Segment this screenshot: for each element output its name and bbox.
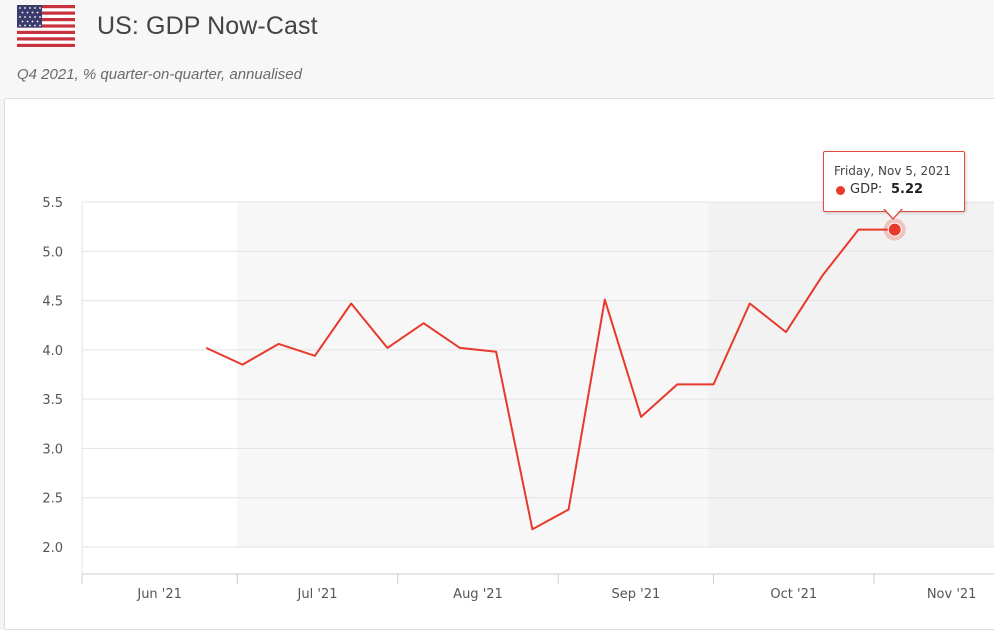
y-tick-label: 3.5 <box>42 393 63 408</box>
highlight-point <box>887 222 902 237</box>
x-tick-label: Jul '21 <box>297 587 338 602</box>
y-tick-label: 2.0 <box>42 541 63 556</box>
y-axis: 2.0 2.5 3.0 3.5 4.0 4.5 5.0 5.5 <box>42 196 63 556</box>
x-tick-label: Jun '21 <box>136 587 182 602</box>
quarter-band-q3 <box>237 202 714 548</box>
y-tick-label: 4.5 <box>42 295 63 310</box>
series-line-gdp <box>205 228 895 531</box>
y-tick-label: 5.0 <box>42 245 63 260</box>
y-tick-label: 3.0 <box>42 442 63 457</box>
chart-tooltip: Friday, Nov 5, 2021 GDP: 5.22 <box>823 151 965 212</box>
tooltip-series-label: GDP: <box>850 182 883 197</box>
tooltip-value: 5.22 <box>891 182 924 197</box>
tooltip-pointer <box>883 208 903 220</box>
page-subtitle: Q4 2021, % quarter-on-quarter, annualise… <box>17 66 302 83</box>
y-tick-label: 5.5 <box>42 196 63 211</box>
chart-bands <box>237 202 994 548</box>
x-tick-label: Nov '21 <box>927 587 977 602</box>
x-tick-label: Aug '21 <box>453 587 503 602</box>
y-tick-label: 4.0 <box>42 344 63 359</box>
us-flag-icon <box>17 5 75 47</box>
tooltip-date: Friday, Nov 5, 2021 <box>834 164 952 178</box>
series-marker-icon <box>836 186 845 195</box>
x-axis: Jun '21 Jul '21 Aug '21 Sep '21 Oct '21 Nov '… <box>81 573 994 602</box>
chart-series <box>205 218 906 531</box>
page-header: US: GDP Now-Cast Q4 2021, % quarter-on-q… <box>0 0 994 98</box>
y-tick-label: 2.5 <box>42 492 63 507</box>
x-tick-label: Sep '21 <box>612 587 661 602</box>
x-tick-label: Oct '21 <box>770 587 817 602</box>
page-title: US: GDP Now-Cast <box>97 12 318 40</box>
quarter-band-q4 <box>708 202 994 548</box>
